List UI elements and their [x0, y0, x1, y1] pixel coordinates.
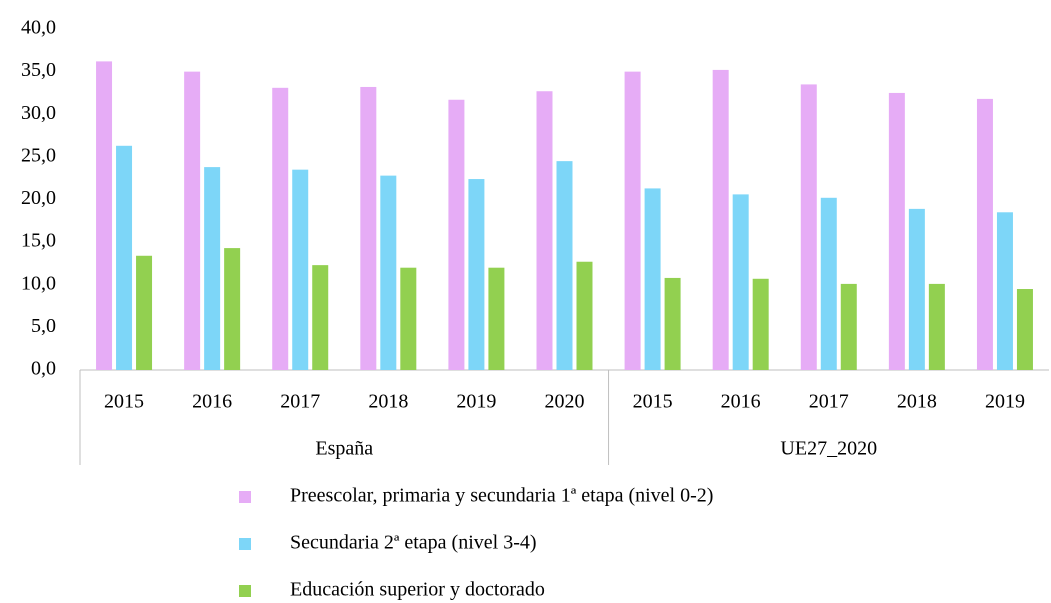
bar: [536, 91, 553, 371]
x-tick-label: 2019: [985, 391, 1025, 413]
x-tick-label: 2016: [192, 391, 232, 413]
bar: [400, 267, 417, 370]
bar: [752, 278, 769, 370]
bar: [292, 169, 309, 370]
x-tick-label: 2017: [809, 391, 849, 413]
y-tick-label: 15,0: [21, 230, 56, 252]
bar: [468, 179, 485, 370]
x-tick-label: 2017: [280, 391, 320, 413]
bar: [488, 267, 505, 370]
bar: [576, 261, 593, 370]
x-tick-label: 2018: [368, 391, 408, 413]
bar: [664, 277, 681, 370]
bar: [820, 197, 837, 370]
bar: [116, 145, 133, 370]
bar: [908, 208, 925, 370]
x-tick-label: 2018: [897, 391, 937, 413]
x-tick-label: 2015: [633, 391, 673, 413]
bar: [644, 188, 661, 370]
x-tick-label: 2016: [721, 391, 761, 413]
y-tick-label: 0,0: [31, 358, 56, 380]
legend-label: Secundaria 2ª etapa (nivel 3-4): [290, 532, 537, 554]
bar: [204, 167, 221, 370]
x-tick-label: 2015: [104, 391, 144, 413]
bar: [712, 69, 729, 371]
bar: [380, 175, 397, 370]
bar: [184, 71, 201, 370]
y-tick-label: 40,0: [21, 17, 56, 39]
y-tick-label: 20,0: [21, 187, 56, 209]
bar: [996, 212, 1013, 370]
legend-label: Preescolar, primaria y secundaria 1ª eta…: [290, 485, 713, 507]
x-tick-label: 2019: [456, 391, 496, 413]
bar: [732, 194, 749, 370]
legend-swatch: [239, 585, 251, 597]
legend-label: Educación superior y doctorado: [290, 579, 545, 601]
legend-swatch: [239, 491, 251, 503]
group-label: UE27_2020: [780, 438, 877, 460]
bar: [840, 283, 857, 370]
y-tick-label: 35,0: [21, 59, 56, 81]
bar: [448, 99, 465, 370]
bar: [272, 87, 289, 370]
bar: [928, 283, 945, 370]
bar: [360, 86, 377, 370]
y-tick-label: 25,0: [21, 144, 56, 166]
bar: [224, 248, 241, 370]
y-tick-label: 10,0: [21, 272, 56, 294]
group-label: España: [315, 438, 373, 460]
y-tick-label: 5,0: [31, 315, 56, 337]
x-tick-label: 2020: [545, 391, 585, 413]
bar: [888, 92, 905, 370]
bar: [136, 255, 153, 370]
bar: [556, 161, 573, 370]
bar: [1016, 289, 1033, 370]
bar: [312, 265, 329, 370]
bar: [976, 98, 993, 370]
bar: [800, 84, 817, 370]
legend-swatch: [239, 538, 251, 550]
bar: [96, 61, 113, 371]
bar: [624, 71, 641, 370]
y-tick-label: 30,0: [21, 102, 56, 124]
